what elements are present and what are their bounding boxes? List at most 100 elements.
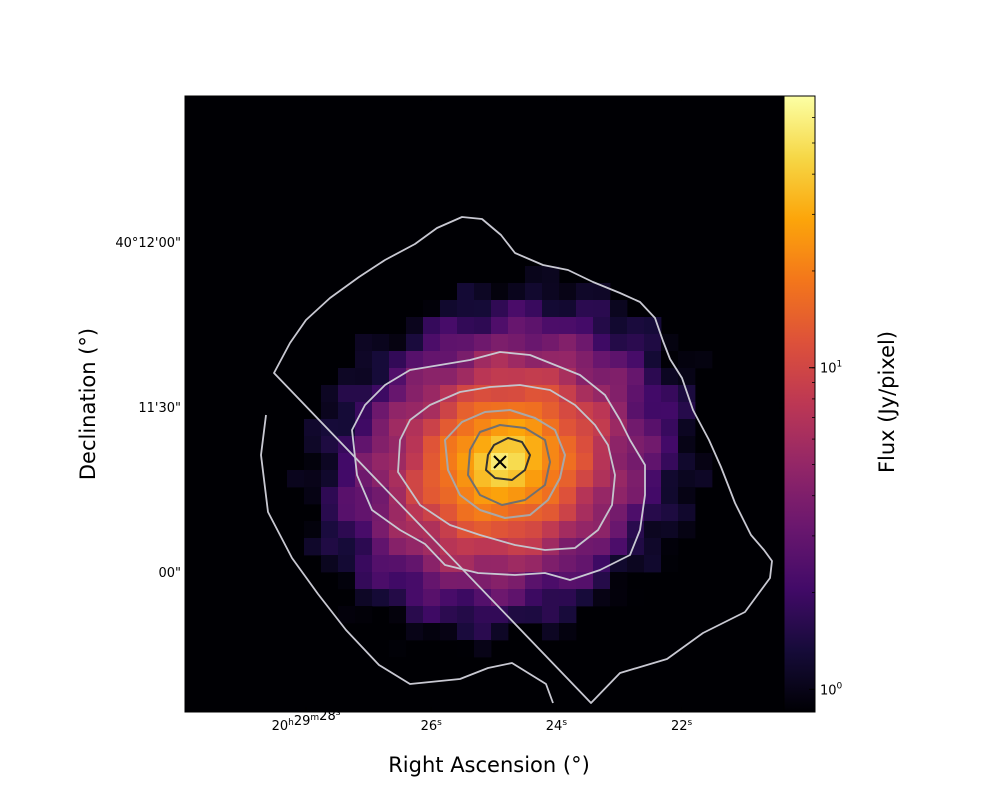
heatmap-cell-210	[644, 453, 662, 471]
heatmap-cell-70	[559, 351, 577, 369]
heatmap-cell-261	[678, 487, 696, 505]
heatmap-cell-0	[525, 266, 543, 284]
heatmap-cell-49	[525, 334, 543, 352]
heatmap-cell-375	[491, 589, 509, 607]
heatmap-cell-354	[406, 572, 424, 590]
heatmap-cell-91	[542, 368, 560, 386]
heatmap-cell-26	[440, 317, 458, 335]
y-tick-label-0: 40°12'00"	[115, 236, 181, 251]
heatmap-cell-277	[576, 504, 594, 522]
heatmap-cell-224	[457, 470, 475, 488]
heatmap-cell-394	[525, 606, 543, 624]
heatmap-cell-383	[627, 589, 645, 607]
heatmap-cell-147	[355, 419, 373, 437]
heatmap-cell-353	[389, 572, 407, 590]
heatmap-cell-270	[457, 504, 475, 522]
heatmap-cell-254	[559, 487, 577, 505]
heatmap-cell-75	[644, 351, 662, 369]
heatmap-cell-285	[321, 521, 339, 539]
heatmap-cell-157	[525, 419, 543, 437]
heatmap-cell-9	[559, 283, 577, 301]
heatmap-cell-290	[406, 521, 424, 539]
heatmap-cell-365	[593, 572, 611, 590]
heatmap-cell-302	[610, 521, 628, 539]
heatmap-cell-361	[525, 572, 543, 590]
heatmap-cell-19	[542, 300, 560, 318]
heatmap-cell-183	[576, 436, 594, 454]
heatmap-cell-370	[406, 589, 424, 607]
heatmap-cell-110	[491, 385, 509, 403]
heatmap-cell-332	[372, 555, 390, 573]
heatmap-cell-150	[406, 419, 424, 437]
heatmap-cell-51	[559, 334, 577, 352]
heatmap-cell-30	[508, 317, 526, 335]
heatmap-cell-216	[321, 470, 339, 488]
heatmap-cell-373	[457, 589, 475, 607]
heatmap-cell-316	[457, 538, 475, 556]
heatmap-cell-384	[338, 606, 356, 624]
heatmap-cell-137	[576, 402, 594, 420]
y-axis-ticks: 40°12'00" 11'30" 00"	[115, 236, 784, 581]
heatmap-cell-186	[627, 436, 645, 454]
contour-level-3	[397, 384, 616, 551]
heatmap-cell-300	[576, 521, 594, 539]
heatmap-cell-102	[355, 385, 373, 403]
heatmap-cell-371	[423, 589, 441, 607]
heatmap-cell-27	[457, 317, 475, 335]
x-axis-title: Right Ascension (°)	[388, 753, 590, 777]
heatmap-cell-18	[525, 300, 543, 318]
heatmap-cell-257	[610, 487, 628, 505]
heatmap-cell-372	[440, 589, 458, 607]
colorbar-gradient	[784, 96, 815, 712]
heatmap-cell-238	[695, 470, 713, 488]
heatmap-cell-138	[593, 402, 611, 420]
heatmap-cell-202	[508, 453, 526, 471]
heatmap-cell-166	[678, 419, 696, 437]
heatmap-cell-25	[423, 317, 441, 335]
heatmap-cell-63	[440, 351, 458, 369]
heatmap-cell-191	[321, 453, 339, 471]
heatmap-cell-88	[491, 368, 509, 386]
heatmap-cell-314	[423, 538, 441, 556]
heatmap-cell-154	[474, 419, 492, 437]
heatmap-cell-103	[372, 385, 390, 403]
heatmap-cell-236	[661, 470, 679, 488]
heatmap-cell-164	[644, 419, 662, 437]
contour-level-6	[485, 437, 531, 481]
heatmap-cell-53	[593, 334, 611, 352]
heatmap-cell-100	[321, 385, 339, 403]
heatmap-cell-357	[457, 572, 475, 590]
heatmap-cell-171	[372, 436, 390, 454]
heatmap-cell-368	[372, 589, 390, 607]
heatmap-cell-206	[576, 453, 594, 471]
heatmap-cell-46	[474, 334, 492, 352]
heatmap-cell-401	[474, 623, 492, 641]
heatmap-cell-280	[627, 504, 645, 522]
heatmap-cell-83	[406, 368, 424, 386]
heatmap-cell-142	[661, 402, 679, 420]
heatmap-cell-320	[525, 538, 543, 556]
heatmap-cell-240	[321, 487, 339, 505]
heatmap-cell-207	[593, 453, 611, 471]
heatmap-cell-197	[423, 453, 441, 471]
heatmap-cell-151	[423, 419, 441, 437]
heatmap-cell-37	[627, 317, 645, 335]
heatmap-cell-378	[542, 589, 560, 607]
heatmap-cell-32	[542, 317, 560, 335]
heatmap-cell-10	[576, 283, 594, 301]
heatmap-cell-223	[440, 470, 458, 488]
heatmap-cell-123	[338, 402, 356, 420]
heatmap-cell-2	[440, 283, 458, 301]
y-axis-title: Declination (°)	[76, 328, 100, 480]
heatmap-cell-312	[389, 538, 407, 556]
heatmap-cell-341	[525, 555, 543, 573]
heatmap-cell-34	[576, 317, 594, 335]
heatmap-cell-317	[474, 538, 492, 556]
heatmap-cell-67	[508, 351, 526, 369]
heatmap-cell-12	[423, 300, 441, 318]
heatmap-cell-45	[457, 334, 475, 352]
heatmap-cell-228	[525, 470, 543, 488]
heatmap-cell-15	[474, 300, 492, 318]
heatmap-cell-90	[525, 368, 543, 386]
